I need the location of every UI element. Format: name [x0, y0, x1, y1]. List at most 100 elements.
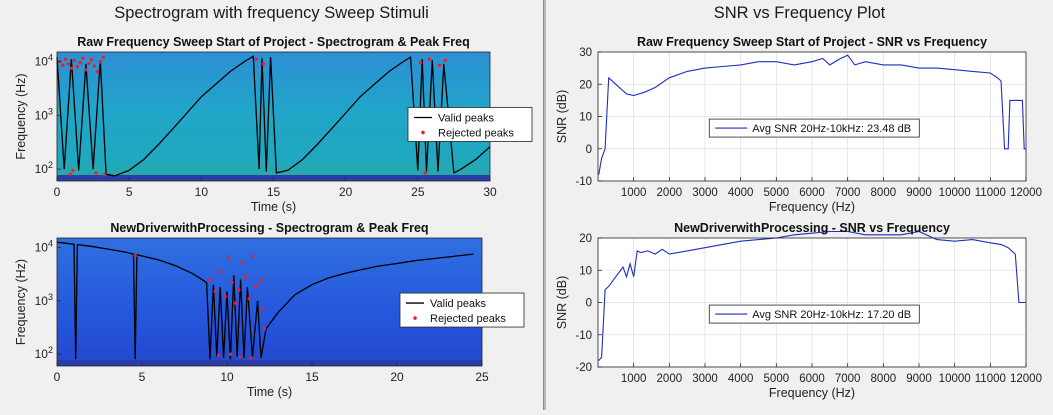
rejected-peak-point [230, 280, 234, 285]
rejected-peak-point [238, 354, 243, 359]
rejected-peak-point [208, 277, 212, 282]
panel-spectrogram: Spectrogram with frequency Sweep Stimuli… [14, 4, 533, 399]
series-valid-peaks [56, 55, 491, 177]
x-tick-label: 5000 [764, 373, 790, 385]
y-tick-exponent: 3 [48, 292, 53, 302]
y-axis-label: Frequency (Hz) [14, 259, 28, 345]
chart-title: NewDriverwithProcessing - SNR vs Frequen… [674, 221, 950, 235]
snr-figure: 1000 2000 3000 4000 5000 6000 7000 8000 9000 1000… [555, 35, 1042, 400]
y-tick-base: 10 [35, 294, 49, 308]
rejected-peak-point [71, 168, 75, 172]
x-tick-label: 10000 [939, 373, 971, 385]
x-tick-label: 10 [195, 185, 209, 199]
rejected-peak-point [75, 65, 79, 69]
x-tick-label: 5000 [764, 187, 790, 199]
rejected-peak-point [250, 254, 255, 258]
y-tick-base: 10 [35, 240, 49, 254]
rejected-peak-point [133, 254, 137, 258]
series-valid-peaks [56, 241, 474, 360]
x-tick-label: 30 [483, 185, 497, 199]
rejected-peak-point [443, 58, 447, 62]
x-tick-label: 25 [475, 370, 489, 384]
panel-title-snr: SNR vs Frequency Plot [713, 4, 886, 22]
rejected-peak-point [216, 353, 221, 357]
x-axis-label: Frequency (Hz) [769, 200, 855, 214]
legend: Valid peaks Rejected peaks [407, 107, 533, 142]
rejected-peak-point [262, 327, 267, 331]
rejected-peak-point [240, 260, 244, 265]
rejected-peak-point [102, 173, 107, 177]
rejected-peak-point [72, 58, 77, 62]
legend-label-rejected: Rejected peaks [430, 313, 506, 325]
y-tick-label: -20 [575, 362, 592, 374]
legend-label: Avg SNR 20Hz-10kHz: 23.48 dB [752, 123, 911, 135]
x-tick-label: 0 [54, 185, 61, 199]
y-tick-exponent: 2 [48, 345, 53, 355]
x-tick-label: 6000 [799, 373, 825, 385]
x-tick-label: 2000 [657, 373, 683, 385]
x-tick-label: 4000 [728, 373, 754, 385]
x-tick-label: 12000 [1010, 187, 1042, 199]
y-tick-label: 104 [35, 238, 53, 254]
rejected-peak-point [101, 55, 105, 59]
rejected-peak-point [81, 56, 85, 60]
x-tick-label: 9000 [906, 373, 932, 385]
y-tick-label: 104 [35, 52, 53, 68]
panel-snr: SNR vs Frequency Plot 1000 2000 3000 4000 50… [546, 0, 1053, 410]
x-tick-label: 11000 [975, 187, 1006, 199]
series-snr-line [598, 230, 1026, 361]
x-axis-label: Time (s) [247, 385, 292, 399]
x-tick-label: 15 [267, 185, 281, 199]
x-tick-label: 2000 [657, 187, 683, 199]
rejected-peak-point [68, 172, 72, 176]
spectrogram-floor [57, 360, 482, 366]
chart-title: NewDriverwithProcessing - Spectrogram & … [110, 221, 428, 235]
y-tick-label: 103 [35, 106, 53, 122]
rejected-peak-point [87, 61, 91, 66]
x-tick-label: 10 [220, 370, 234, 384]
x-tick-label: 7000 [835, 373, 861, 385]
x-tick-label: 11000 [975, 373, 1006, 385]
y-tick-label: 102 [35, 160, 53, 176]
y-tick-label: -10 [575, 176, 592, 188]
y-tick-exponent: 4 [48, 52, 53, 62]
y-tick-label: 102 [35, 345, 53, 361]
y-tick-base: 10 [35, 54, 49, 68]
x-tick-label: 3000 [692, 373, 718, 385]
y-axis-label: SNR (dB) [555, 90, 569, 143]
x-tick-label: 5 [139, 370, 146, 384]
y-tick-exponent: 3 [48, 106, 53, 116]
x-axis-label: Frequency (Hz) [769, 386, 855, 400]
rejected-peak-point [98, 60, 103, 64]
y-tick-label: 10 [579, 265, 592, 277]
legend-box [399, 292, 525, 328]
y-tick-label: 20 [579, 233, 592, 245]
rejected-peak-point [237, 288, 241, 292]
y-tick-label: 0 [586, 298, 592, 310]
rejected-peak-point [84, 68, 88, 72]
x-tick-label: 6000 [799, 187, 825, 199]
legend-label: Avg SNR 20Hz-10kHz: 17.20 dB [752, 309, 911, 321]
legend: Avg SNR 20Hz-10kHz: 17.20 dB [708, 304, 920, 324]
x-tick-label: 8000 [871, 373, 897, 385]
plot-content [56, 55, 491, 177]
rejected-peak-point [233, 301, 238, 305]
rejected-peak-point [61, 63, 65, 67]
rejected-peak-point [419, 61, 423, 65]
x-tick-label: 12000 [1010, 373, 1042, 385]
rejected-peak-point [63, 57, 68, 61]
rejected-peak-point [259, 278, 263, 283]
x-tick-label: 5 [126, 185, 133, 199]
chart-title: Raw Frequency Sweep Start of Project - S… [637, 35, 987, 49]
rejected-peak-point [254, 284, 258, 288]
x-tick-label: 1000 [621, 373, 647, 385]
rejected-peak-point [261, 307, 265, 311]
x-tick-label: 7000 [835, 187, 861, 199]
y-tick-base: 10 [35, 347, 49, 361]
legend-swatch-rejected [413, 316, 417, 320]
panel-divider[interactable] [543, 0, 547, 410]
y-tick-label: 20 [579, 79, 592, 91]
y-tick-base: 10 [35, 108, 49, 122]
y-tick-exponent: 2 [48, 160, 53, 170]
y-tick-base: 10 [35, 162, 49, 176]
